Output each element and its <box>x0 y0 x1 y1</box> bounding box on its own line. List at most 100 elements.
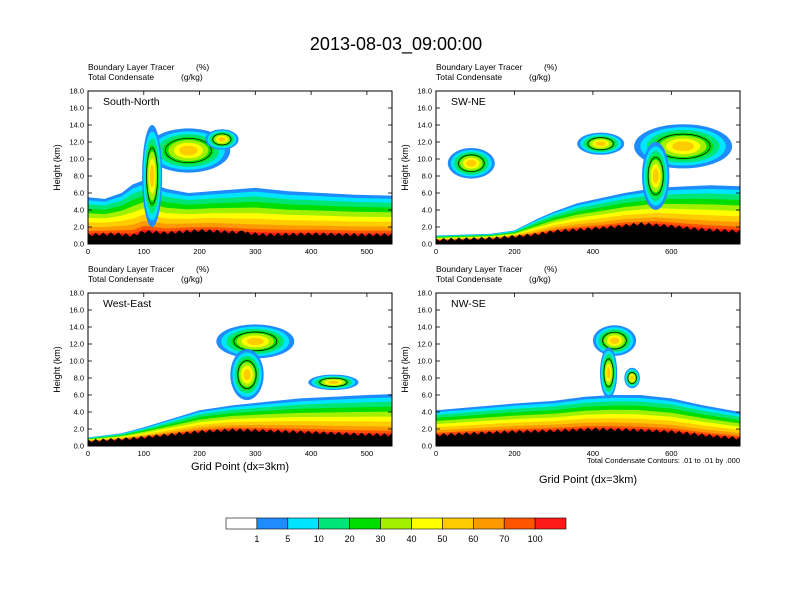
cloud-column <box>600 347 618 399</box>
y-axis-title: Height (km) <box>52 144 62 191</box>
cloud-level <box>672 141 694 152</box>
x-tick-label: 100 <box>138 449 151 458</box>
panel-3: Boundary Layer Tracer (%) Total Condensate… <box>52 264 393 458</box>
condensate-contour <box>603 358 614 388</box>
x-tick-label: 200 <box>193 449 206 458</box>
y-tick-label: 10.0 <box>69 357 84 366</box>
condensate-contour <box>146 147 158 205</box>
y-tick-label: 10.0 <box>417 155 432 164</box>
y-axis-title: Height (km) <box>400 144 410 191</box>
condensate-contour <box>212 133 232 146</box>
plot-area <box>436 325 740 446</box>
y-tick-label: 8.0 <box>74 172 84 181</box>
y-tick-label: 6.0 <box>74 391 84 400</box>
colorbar-swatch <box>472 517 505 530</box>
colorbar-label: 1 <box>254 534 259 544</box>
cloud-level <box>630 375 634 381</box>
y-tick-label: 6.0 <box>422 391 432 400</box>
cloud-level <box>243 369 251 381</box>
y-tick-label: 4.0 <box>422 206 432 215</box>
y-tick-label: 14.0 <box>417 323 432 332</box>
colorbar-legend: 1 5 10 20 30 40 50 60 70 100 <box>225 517 567 544</box>
condensate-contour <box>458 154 485 173</box>
y-tick-label: 0.0 <box>74 442 84 451</box>
y-tick-label: 12.0 <box>417 340 432 349</box>
x-tick-label: 400 <box>305 449 318 458</box>
plot-area <box>88 324 392 446</box>
y-tick-label: 4.0 <box>74 408 84 417</box>
colorbar-label: 10 <box>314 534 324 544</box>
panel-label: South-North <box>103 96 160 108</box>
location-marker <box>237 432 246 442</box>
y-tick-label: 10.0 <box>417 357 432 366</box>
cloud-east-puff <box>308 374 359 390</box>
x-tick-label: 200 <box>508 449 521 458</box>
colorbar-label: 60 <box>468 534 478 544</box>
contour-note: Total Condensate Contours: .01 to .01 by… <box>587 456 740 465</box>
colorbar-label: 20 <box>345 534 355 544</box>
condensate-contour <box>237 360 257 389</box>
header-line-1-unit: (%) <box>544 264 557 274</box>
header-line-2: Total Condensate <box>436 72 502 82</box>
header-line-2: Total Condensate <box>88 72 154 82</box>
cloud-west-cell <box>447 148 495 179</box>
x-tick-label: 500 <box>361 247 374 256</box>
header-line-2-unit: (g/kg) <box>529 72 551 82</box>
colorbar-swatch <box>256 517 289 530</box>
header-line-2-unit: (g/kg) <box>181 274 203 284</box>
y-tick-label: 8.0 <box>74 374 84 383</box>
y-tick-label: 18.0 <box>417 87 432 96</box>
colorbar-swatch <box>318 517 350 530</box>
y-tick-label: 0.0 <box>422 240 432 249</box>
y-tick-label: 16.0 <box>69 104 84 113</box>
y-tick-label: 8.0 <box>422 172 432 181</box>
y-tick-label: 14.0 <box>69 323 84 332</box>
y-axis-title: Height (km) <box>400 346 410 393</box>
y-tick-label: 2.0 <box>74 425 84 434</box>
cloud-level <box>652 168 659 184</box>
x-tick-label: 200 <box>193 247 206 256</box>
x-tick-label: 0 <box>434 449 438 458</box>
x-axis-title-right: Grid Point (dx=3km) <box>539 474 637 486</box>
cloud-side-puff <box>624 367 640 389</box>
x-tick-label: 500 <box>361 449 374 458</box>
condensate-contour <box>319 377 348 387</box>
cloud-tower <box>142 125 163 227</box>
colorbar-swatch <box>287 517 319 530</box>
y-tick-label: 14.0 <box>69 121 84 130</box>
x-tick-label: 100 <box>138 247 151 256</box>
header-line-2-unit: (g/kg) <box>529 274 551 284</box>
x-tick-label: 400 <box>587 449 600 458</box>
header-line-1: Boundary Layer Tracer <box>436 62 523 72</box>
y-tick-label: 2.0 <box>422 223 432 232</box>
y-tick-label: 8.0 <box>422 374 432 383</box>
y-tick-label: 14.0 <box>417 121 432 130</box>
x-tick-label: 600 <box>665 449 678 458</box>
colorbar-label: 5 <box>285 534 290 544</box>
panel-frame <box>435 292 741 447</box>
colorbar-swatch <box>349 517 381 530</box>
colorbar-label: 100 <box>528 534 543 544</box>
x-tick-label: 0 <box>434 247 438 256</box>
cloud-level <box>466 159 477 167</box>
y-tick-label: 18.0 <box>69 87 84 96</box>
cloud-anvil <box>592 325 637 356</box>
x-tick-label: 400 <box>587 247 600 256</box>
header-line-2-unit: (g/kg) <box>181 72 203 82</box>
cloud-level <box>606 367 611 379</box>
plot-area <box>88 125 392 244</box>
header-line-1: Boundary Layer Tracer <box>88 62 175 72</box>
header-line-1-unit: (%) <box>196 264 209 274</box>
cloud-level <box>246 337 264 346</box>
y-tick-label: 6.0 <box>74 189 84 198</box>
x-tick-label: 300 <box>249 247 262 256</box>
condensate-contour <box>602 331 627 350</box>
y-tick-label: 16.0 <box>69 306 84 315</box>
x-tick-label: 600 <box>665 247 678 256</box>
colorbar-label: 50 <box>437 534 447 544</box>
colorbar-swatch <box>442 517 474 530</box>
header-line-2: Total Condensate <box>88 274 154 284</box>
header-line-1-unit: (%) <box>196 62 209 72</box>
cloud-level <box>218 137 226 142</box>
